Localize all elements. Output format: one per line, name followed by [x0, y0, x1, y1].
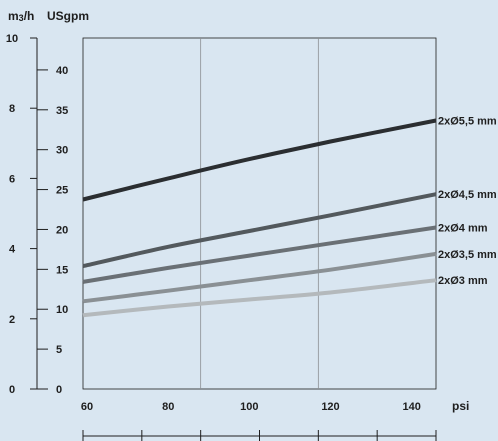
right-axis-ticks: 0 5 10 15 20 25 30 35 40	[37, 65, 68, 396]
usgpm-tick-label: 35	[56, 105, 68, 117]
usgpm-tick-label: 10	[56, 304, 68, 316]
x-axis-unit: psi	[452, 399, 469, 413]
x-tick-label: 60	[81, 401, 93, 413]
series-line	[82, 278, 437, 318]
series-line	[82, 192, 437, 269]
left-axis: m3/h 0 2 4 6 8 10	[6, 9, 38, 396]
usgpm-tick-label: 40	[56, 65, 68, 77]
series-label: 2xØ5,5 mm	[438, 115, 497, 127]
usgpm-tick-label: 0	[56, 384, 62, 396]
series-label: 2xØ4,5 mm	[438, 189, 497, 201]
left-axis-unit: m3/h	[8, 9, 34, 23]
x-tick-label: 100	[240, 401, 258, 413]
left-tick-label: 6	[9, 173, 15, 185]
plot-area	[82, 37, 437, 390]
right-axis-unit: USgpm	[47, 9, 89, 23]
series-label: 2xØ3,5 mm	[438, 249, 497, 261]
usgpm-tick-label: 25	[56, 185, 68, 197]
x-tick-label: 140	[402, 401, 420, 413]
series-labels: 2xØ5,5 mm 2xØ4,5 mm 2xØ4 mm 2xØ3,5 mm 2xØ3 m…	[438, 115, 497, 287]
usgpm-tick-label: 30	[56, 145, 68, 157]
right-axis: USgpm 0 5 10 15 20 25 30 35 40	[37, 9, 89, 396]
left-tick-label: 2	[9, 314, 15, 326]
series-line	[82, 251, 437, 304]
left-tick-label: 4	[9, 244, 16, 256]
bottom-scale-ticks	[82, 430, 437, 441]
usgpm-tick-label: 20	[56, 224, 68, 236]
x-axis: 60 80 100 120 140 psi	[81, 399, 469, 441]
series-label: 2xØ4 mm	[438, 223, 488, 235]
grid-lines	[200, 38, 319, 389]
left-tick-label: 0	[9, 384, 15, 396]
x-tick-label: 120	[321, 401, 339, 413]
left-tick-label: 10	[6, 33, 18, 45]
left-tick-label: 8	[9, 103, 15, 115]
x-tick-label: 80	[162, 401, 174, 413]
series-line	[82, 225, 437, 284]
x-axis-ticks: 60 80 100 120 140	[81, 401, 421, 413]
left-axis-ticks: 0 2 4 6 8 10	[6, 33, 37, 396]
usgpm-tick-label: 5	[56, 344, 62, 356]
series-line	[82, 118, 437, 202]
series-label: 2xØ3 mm	[438, 275, 488, 287]
series-lines	[82, 118, 437, 318]
usgpm-tick-label: 15	[56, 264, 68, 276]
